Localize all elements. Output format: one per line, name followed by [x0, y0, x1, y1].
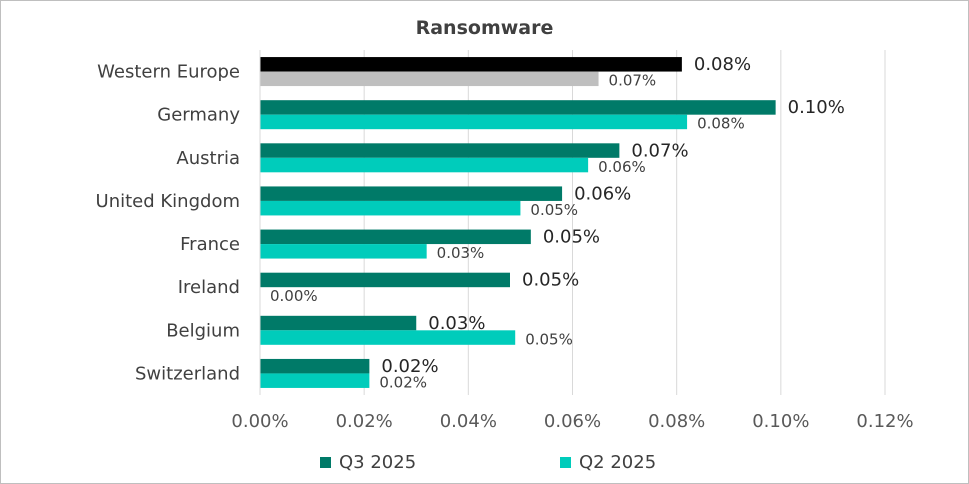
bar-q3: [260, 57, 682, 72]
data-label-q2: 0.06%: [598, 158, 646, 176]
data-label-q3: 0.05%: [522, 270, 579, 291]
x-tick-label: 0.02%: [336, 411, 393, 432]
bar-q3: [260, 358, 370, 374]
category-label: Western Europe: [97, 62, 240, 83]
bar-q2: [260, 330, 516, 345]
data-label-q3: 0.08%: [694, 54, 751, 75]
data-label-q3: 0.10%: [788, 97, 845, 118]
bar-q3: [260, 315, 417, 331]
data-label-q3: 0.07%: [631, 140, 688, 161]
bar-q2: [260, 157, 589, 173]
data-label-q3: 0.02%: [381, 356, 438, 377]
bar-q2: [260, 114, 688, 130]
legend-item-q3: Q3 2025: [320, 452, 416, 473]
legend-swatch-q2: [560, 457, 571, 468]
x-tick-label: 0.06%: [544, 411, 601, 432]
data-label-q2: 0.00%: [270, 287, 318, 305]
bar-q3: [260, 100, 776, 115]
bar-q3: [260, 272, 510, 288]
legend-label-q2: Q2 2025: [579, 452, 657, 473]
data-label-q2: 0.05%: [530, 201, 578, 219]
category-label: United Kingdom: [96, 191, 240, 212]
bar-q2: [260, 200, 521, 216]
bar-q2: [260, 373, 370, 388]
data-label-q3: 0.05%: [543, 227, 600, 248]
legend-item-q2: Q2 2025: [560, 452, 656, 473]
x-tick-label: 0.04%: [440, 411, 497, 432]
legend: Q3 2025 Q2 2025: [0, 452, 969, 478]
data-label-q2: 0.03%: [437, 244, 485, 262]
category-label: Austria: [176, 148, 240, 169]
bar-q3: [260, 143, 620, 158]
bar-q3: [260, 229, 531, 245]
x-tick-label: 0.12%: [856, 411, 913, 432]
data-label-q2: 0.02%: [379, 373, 427, 391]
x-tick-label: 0.00%: [231, 411, 288, 432]
bar-q3: [260, 186, 563, 201]
data-label-q2: 0.07%: [609, 72, 657, 90]
chart-title: Ransomware: [415, 17, 554, 39]
x-tick-label: 0.08%: [648, 411, 705, 432]
data-label-q3: 0.03%: [428, 313, 485, 334]
data-label-q2: 0.05%: [525, 330, 573, 348]
category-label: Ireland: [178, 277, 240, 298]
legend-label-q3: Q3 2025: [339, 452, 417, 473]
data-label-q2: 0.08%: [697, 115, 745, 133]
legend-swatch-q3: [320, 457, 331, 468]
x-tick-label: 0.10%: [752, 411, 809, 432]
data-label-q3: 0.06%: [574, 183, 631, 204]
category-label: Switzerland: [135, 363, 240, 384]
category-label: Belgium: [166, 320, 240, 341]
category-label: France: [180, 234, 240, 255]
bar-q2: [260, 71, 599, 87]
category-label: Germany: [157, 105, 240, 126]
bar-q2: [260, 244, 427, 259]
